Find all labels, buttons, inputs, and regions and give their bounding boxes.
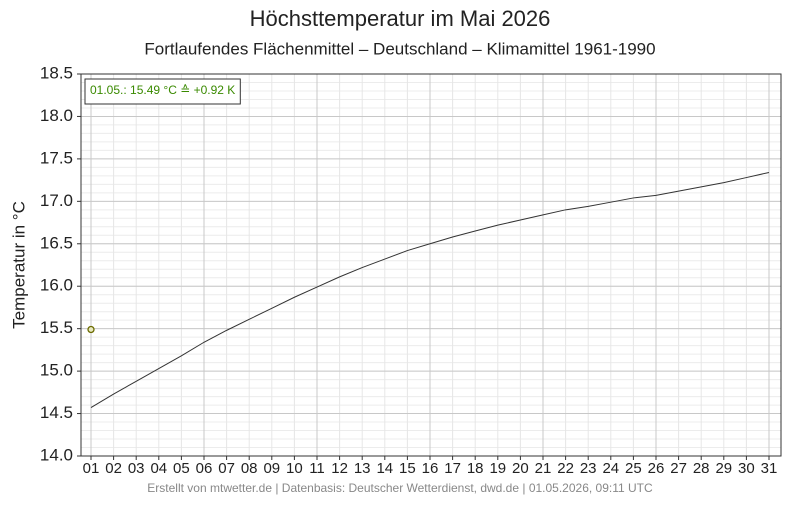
annotation-box — [84, 78, 241, 105]
x-tick-label: 19 — [489, 460, 506, 477]
plot-frame — [80, 73, 782, 457]
y-tick-label: 15.0 — [40, 361, 73, 380]
y-tick-label: 18.5 — [40, 63, 73, 82]
x-tick-label: 11 — [309, 460, 325, 477]
x-tick-label: 07 — [218, 460, 235, 477]
x-tick-label: 13 — [354, 460, 371, 477]
x-tick-label: 24 — [602, 460, 619, 477]
x-tick-label: 09 — [263, 460, 280, 477]
x-tick-label: 02 — [105, 460, 122, 477]
x-tick-label: 08 — [241, 460, 258, 477]
x-tick-label: 25 — [625, 460, 642, 477]
x-tick-label: 18 — [467, 460, 484, 477]
x-tick-label: 27 — [670, 460, 687, 477]
x-tick-label: 05 — [173, 460, 190, 477]
x-tick-label: 31 — [761, 460, 778, 477]
x-tick-label: 28 — [693, 460, 710, 477]
x-tick-label: 16 — [422, 460, 439, 477]
footer: Erstellt von mtwetter.de | Datenbasis: D… — [147, 481, 653, 495]
y-tick-label: 16.5 — [40, 233, 73, 252]
x-tick-label: 23 — [580, 460, 597, 477]
annotation: 01.05.: 15.49 °C ≙ +0.92 K — [90, 83, 235, 97]
y-axis-label: Temperatur in °C — [9, 201, 28, 329]
x-tick-label: 21 — [535, 460, 552, 477]
x-tick-label: 10 — [286, 460, 303, 477]
x-tick-label: 04 — [150, 460, 167, 477]
x-tick-label: 12 — [331, 460, 348, 477]
x-tick-label: 22 — [557, 460, 574, 477]
x-tick-label: 30 — [738, 460, 755, 477]
x-tick-label: 03 — [128, 460, 145, 477]
x-tick-label: 01 — [83, 460, 100, 477]
y-tick-label: 17.0 — [40, 191, 73, 210]
y-tick-label: 17.5 — [40, 148, 73, 167]
line — [90, 171, 770, 409]
y-tick-label: 14.0 — [40, 445, 73, 464]
y-tick-label: 16.0 — [40, 276, 73, 295]
y-tick-label: 18.0 — [40, 106, 73, 125]
x-tick-label: 06 — [196, 460, 213, 477]
y-tick-label: 15.5 — [40, 318, 73, 337]
x-tick-label: 26 — [648, 460, 665, 477]
x-tick-label: 20 — [512, 460, 529, 477]
x-tick-label: 14 — [376, 460, 393, 477]
x-tick-label: 29 — [715, 460, 732, 477]
point — [87, 325, 95, 334]
x-tick-label: 17 — [444, 460, 461, 477]
y-tick-label: 14.5 — [40, 403, 73, 422]
chart-title: Höchsttemperatur im Mai 2026 — [250, 6, 551, 31]
x-tick-label: 15 — [399, 460, 416, 477]
chart-subtitle: Fortlaufendes Flächenmittel – Deutschlan… — [144, 39, 655, 58]
